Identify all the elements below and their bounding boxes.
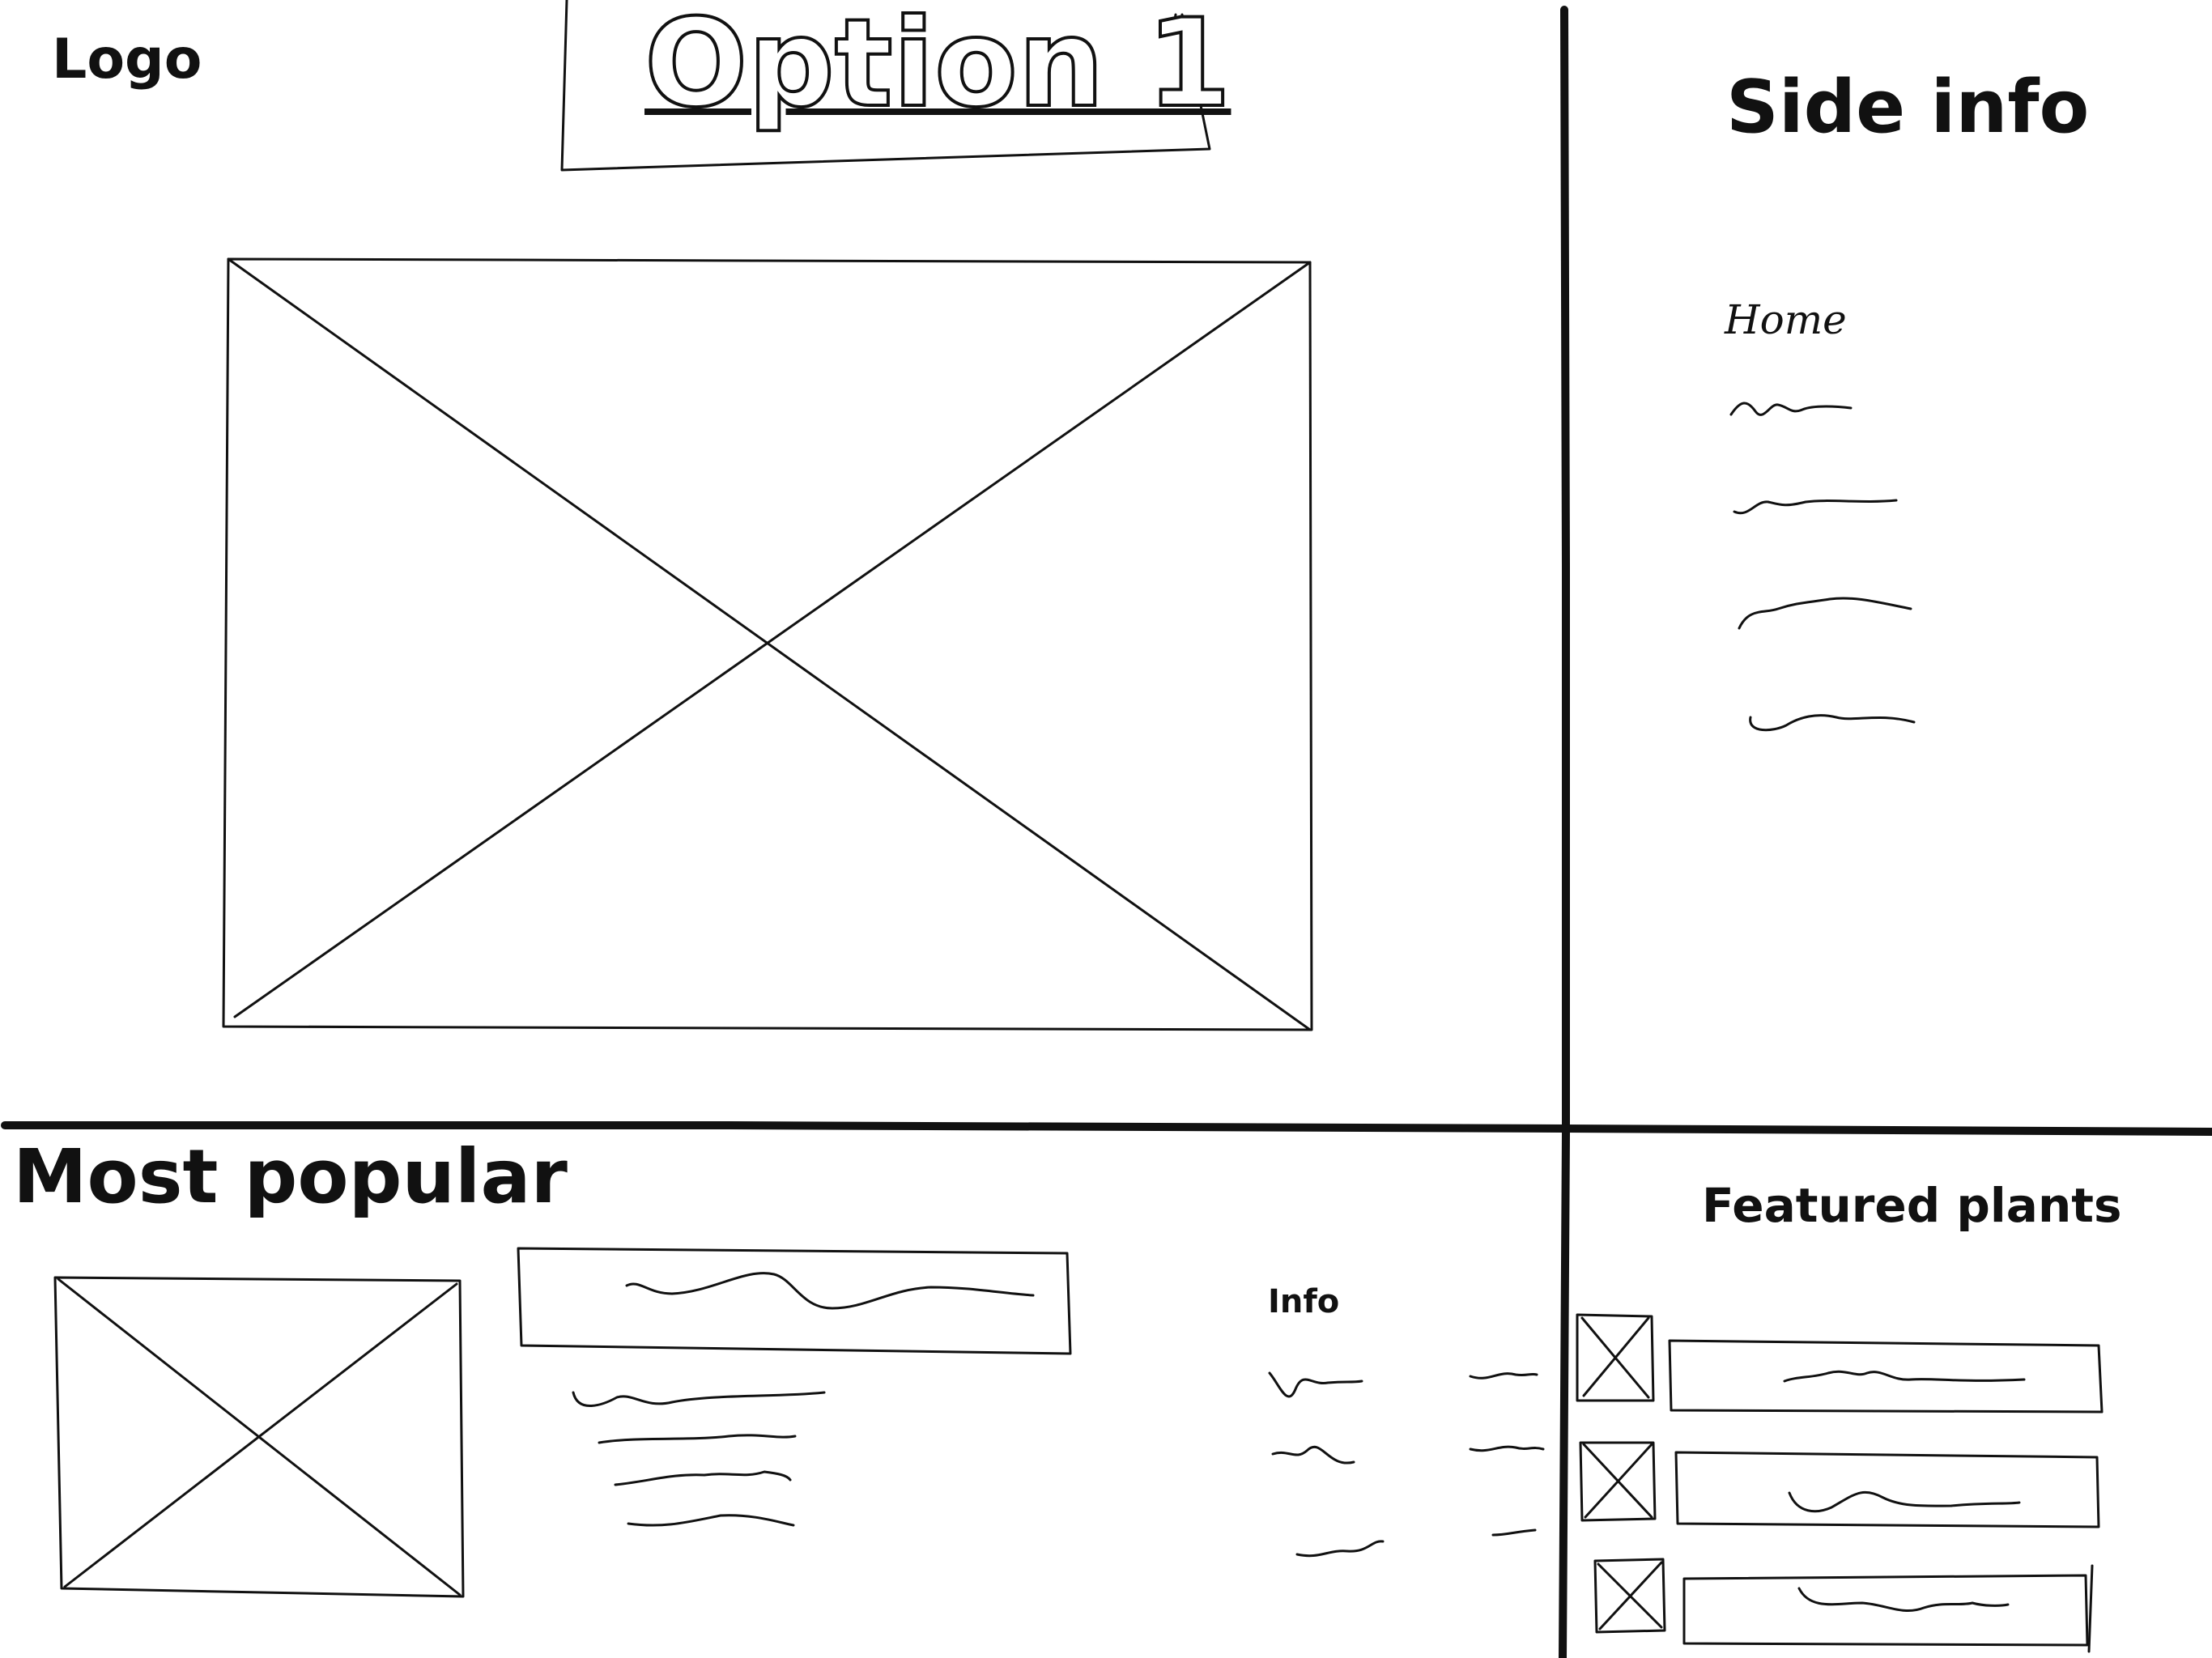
side-nav-squiggles: [1729, 402, 1916, 732]
featured-plant-row-3[interactable]: [1593, 1558, 2091, 1647]
side-info-title: Side info: [1726, 65, 2090, 150]
vertical-divider: [1559, 6, 1570, 1658]
popular-product-image[interactable]: [57, 1279, 462, 1595]
popular-product-title-box[interactable]: [518, 1248, 1070, 1352]
featured-plants-title: Featured plants: [1702, 1178, 2122, 1233]
side-nav-item-5[interactable]: [1746, 706, 1917, 740]
info-squiggles: [1268, 1371, 1545, 1558]
sidebar-item-home[interactable]: Home: [1725, 296, 1847, 343]
popular-description-squiggles: [572, 1391, 826, 1527]
side-nav-item-4[interactable]: [1736, 591, 1916, 636]
logo[interactable]: Logo: [52, 28, 202, 91]
horizontal-divider: [1, 1121, 2212, 1136]
page-title: Option 1: [643, 0, 1232, 134]
featured-plant-row-2[interactable]: [1579, 1441, 2102, 1528]
info-label: Info: [1268, 1283, 1340, 1320]
side-nav-item-2[interactable]: [1728, 393, 1857, 426]
most-popular-title: Most popular: [13, 1133, 568, 1220]
hero-image[interactable]: [227, 259, 1312, 1028]
side-nav-item-3[interactable]: [1731, 489, 1901, 525]
featured-plant-row-1[interactable]: [1576, 1313, 2104, 1414]
